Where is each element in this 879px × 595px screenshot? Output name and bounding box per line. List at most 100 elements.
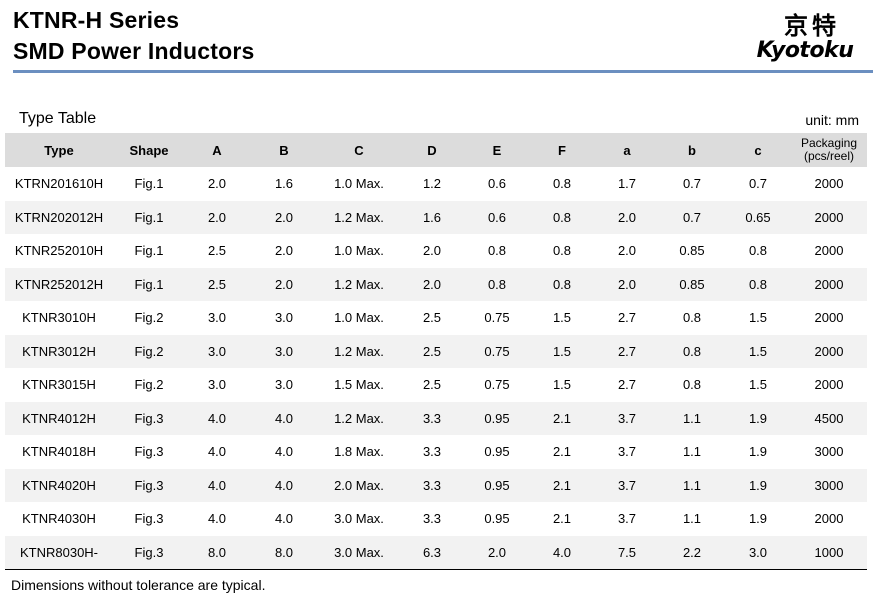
table-row: KTNR8030H- Fig.3 8.0 8.0 3.0 Max. 6.3 2.0 4.0 7.… [5,535,867,569]
col-header-b: b [659,133,725,167]
table-cell: 6.3 [399,535,465,569]
table-cell: 3.7 [617,511,637,527]
table-cell: 2000 [791,334,867,368]
table-cell: 2.0 Max. [319,468,399,502]
table-cell: 3.0 [207,310,227,326]
table-cell: 0.8 [659,334,725,368]
table-cell: 3.0 [274,310,294,326]
table-cell: 2.0 [617,243,637,259]
table-row: KTNR4012H Fig.3 4.0 4.0 1.2 Max. 3.3 0.95 2.1 3.… [5,401,867,435]
table-cell: 2.0 [207,176,227,192]
table-cell: 2.1 [552,444,572,460]
table-cell: 3.7 [617,444,637,460]
table-cell: 3000 [814,444,844,460]
col-header-D: D [399,133,465,167]
table-cell: 2.7 [617,310,637,326]
table-cell: 1.7 [617,176,637,192]
table-cell: 2.2 [659,535,725,569]
table-cell: 4.0 [185,401,249,435]
packaging-header-line1: Packaging [800,136,858,150]
product-title: SMD Power Inductors [13,38,255,64]
col-header-C: C [319,133,399,167]
table-cell: 0.85 [659,267,725,301]
table-cell: 4.0 [249,401,319,435]
table-cell: 1.2 Max. [319,267,399,301]
table-cell: 2.0 [422,243,442,259]
table-cell: 1.6 [399,200,465,234]
table-row: KTNR4030H Fig.3 4.0 4.0 3.0 Max. 3.3 0.95 2.1 3.… [5,502,867,536]
table-cell: 2000 [791,200,867,234]
col-header-shape: Shape [113,133,185,167]
footer-rule [5,569,867,570]
table-row: KTNR252010H Fig.1 2.5 2.0 1.0 Max. 2.0 0.8 0.8 2… [5,234,867,268]
table-cell: 2.5 [207,243,227,259]
table-cell: 1.9 [748,511,768,527]
table-cell: 1.1 [659,468,725,502]
table-cell: 0.8 [552,176,572,192]
table-cell: 8.0 [249,535,319,569]
table-cell: 2.0 [399,267,465,301]
table-cell: 1000 [791,535,867,569]
table-cell: 4.0 [274,511,294,527]
table-cell: Fig.3 [134,511,164,527]
logo-chinese-text: 京特 [784,12,840,40]
table-cell: KTRN201610H [14,176,104,192]
table-cell: 0.8 [748,243,768,259]
table-cell: 1.5 [529,334,595,368]
table-cell: 0.95 [484,511,510,527]
table-cell: 0.8 [682,377,702,393]
table-cell: 3.0 Max. [334,511,384,527]
table-row: KTNR4018H Fig.3 4.0 4.0 1.8 Max. 3.3 0.95 2.1 3.… [5,435,867,469]
table-cell: 3.0 [725,535,791,569]
table-cell: 1.9 [725,468,791,502]
table-cell: 0.95 [465,401,529,435]
col-header-packaging: Packaging (pcs/reel) [791,133,867,167]
table-cell: 2.0 [465,535,529,569]
table-cell: Fig.3 [113,401,185,435]
table-cell: 0.8 [552,243,572,259]
table-cell: 2.0 [274,243,294,259]
table-cell: 1.5 [552,377,572,393]
table-row: KTNR3010H Fig.2 3.0 3.0 1.0 Max. 2.5 0.75 1.5 2.… [5,301,867,335]
table-cell: 2.0 [249,267,319,301]
table-cell: 8.0 [185,535,249,569]
table-cell: 3.0 [249,334,319,368]
table-cell: 2000 [814,377,844,393]
table-header-row: Type Shape A B C D E F a b c Packaging (… [5,133,867,167]
table-cell: 1.5 [748,377,768,393]
table-cell: 1.1 [659,401,725,435]
table-cell: 2000 [791,267,867,301]
table-cell: 3.3 [422,511,442,527]
table-cell: 2.5 [422,377,442,393]
table-cell: 0.7 [659,200,725,234]
table-cell: Fig.1 [134,243,164,259]
table-cell: 3.3 [422,444,442,460]
header-rule [13,70,873,73]
table-cell: KTNR8030H- [5,535,113,569]
table-cell: 1.2 Max. [319,401,399,435]
table-cell: 2.5 [185,267,249,301]
table-cell: 2.0 [249,200,319,234]
table-cell: 2.7 [595,334,659,368]
table-cell: 0.95 [465,468,529,502]
table-cell: KTNR4018H [22,444,96,460]
col-header-a: a [595,133,659,167]
logo-english-text: Kyotoku [756,38,854,63]
table-cell: 1.2 Max. [319,200,399,234]
table-cell: KTRN202012H [5,200,113,234]
table-cell: 2000 [814,243,844,259]
table-cell: 0.7 [748,176,768,192]
table-cell: 0.8 [529,267,595,301]
table-cell: 4.0 [529,535,595,569]
table-cell: Fig.2 [134,377,164,393]
table-cell: 0.8 [682,310,702,326]
table-cell: 4.0 [274,444,294,460]
section-label: Type Table [19,110,97,127]
table-cell: KTNR252012H [5,267,113,301]
table-cell: 3.0 Max. [319,535,399,569]
packaging-header-line2: (pcs/reel) [803,149,854,163]
table-cell: 2000 [814,511,844,527]
table-cell: Fig.2 [113,334,185,368]
table-cell: 2.0 [185,200,249,234]
table-cell: 1.2 Max. [319,334,399,368]
